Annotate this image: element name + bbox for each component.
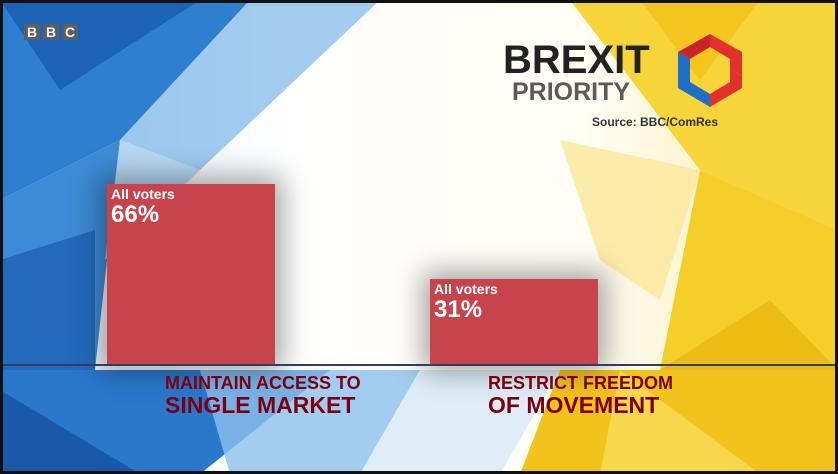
brexit-cube-icon <box>678 34 742 107</box>
bbc-logo: B B C <box>24 24 78 40</box>
logo-letter: B <box>24 24 40 40</box>
bar: All voters 31% <box>430 279 598 364</box>
bar-value-label: 31% <box>434 296 483 323</box>
brand-subtitle: PRIORITY <box>512 78 631 106</box>
bar-series-label: All voters <box>434 281 498 297</box>
category-label-line1: RESTRICT FREEDOM <box>488 373 674 393</box>
logo-letter: C <box>62 24 78 40</box>
bar-value-label: 66% <box>111 201 160 228</box>
category-label-line2: OF MOVEMENT <box>488 392 660 418</box>
baseline <box>0 364 838 366</box>
bar: All voters 66% <box>107 184 275 364</box>
bar-series-label: All voters <box>111 186 175 202</box>
category-label-line2: SINGLE MARKET <box>165 392 356 418</box>
logo-letter: B <box>43 24 59 40</box>
brand-title: BREXIT <box>503 38 650 82</box>
category-label-line1: MAINTAIN ACCESS TO <box>165 373 361 393</box>
source-note: Source: BBC/ComRes <box>592 115 719 129</box>
